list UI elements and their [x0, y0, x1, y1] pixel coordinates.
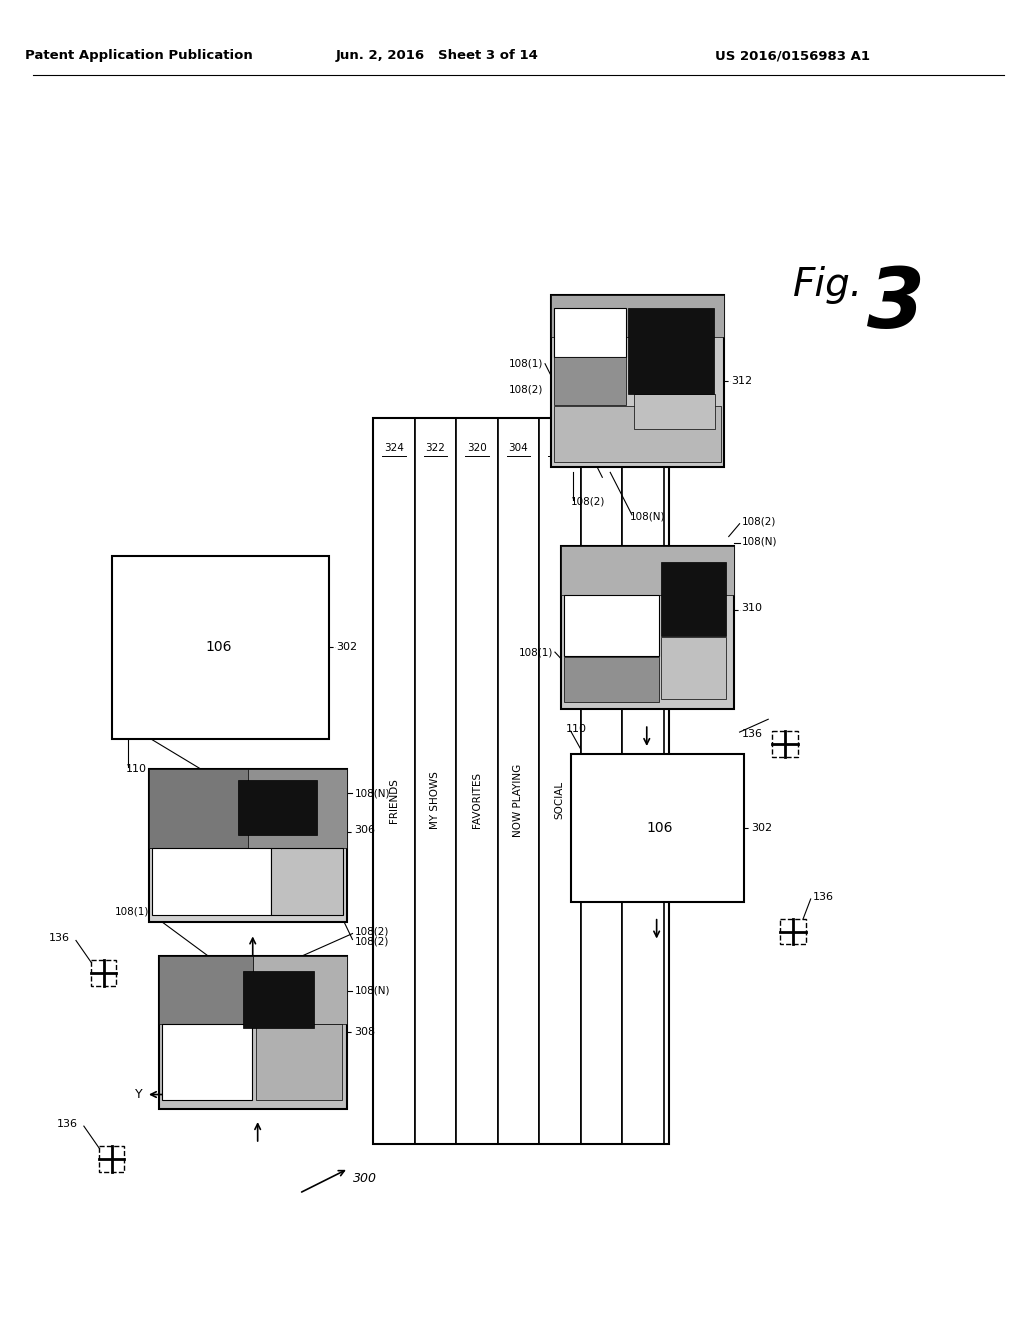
Text: 308: 308 [354, 1027, 376, 1038]
Text: 136: 136 [813, 892, 834, 902]
Bar [373, 418, 670, 1144]
Text: PARTNERS: PARTNERS [638, 774, 648, 826]
Text: 108(2): 108(2) [741, 516, 776, 527]
Text: 108(2): 108(2) [509, 384, 543, 395]
Text: US 2016/0156983 A1: US 2016/0156983 A1 [716, 49, 870, 62]
Bar [554, 356, 626, 405]
Text: 108(N): 108(N) [354, 788, 390, 799]
Text: 320: 320 [467, 442, 486, 453]
Text: 306: 306 [354, 825, 376, 834]
Bar [159, 956, 346, 1109]
Bar [498, 418, 539, 1144]
Bar [256, 1024, 342, 1101]
Text: 110: 110 [566, 725, 587, 734]
Bar [660, 638, 726, 698]
Bar [564, 595, 658, 656]
Text: 314: 314 [550, 442, 569, 453]
Bar [159, 956, 253, 1024]
Text: MY SHOWS: MY SHOWS [430, 771, 440, 829]
Text: 316: 316 [592, 442, 611, 453]
Bar [622, 418, 664, 1144]
Text: 302: 302 [337, 642, 357, 652]
Text: Patent Application Publication: Patent Application Publication [26, 49, 253, 62]
Bar [634, 395, 715, 429]
Bar [150, 768, 346, 847]
Bar [628, 309, 714, 395]
Text: 3: 3 [867, 264, 925, 345]
Bar [98, 1146, 124, 1172]
Text: 108(2): 108(2) [570, 498, 605, 507]
Text: 108(2): 108(2) [354, 927, 389, 937]
Text: 108(N): 108(N) [354, 986, 390, 995]
Text: 136: 136 [57, 1119, 78, 1129]
Text: 136: 136 [49, 933, 71, 944]
Text: 108(2): 108(2) [354, 936, 389, 946]
Text: 324: 324 [384, 442, 403, 453]
Bar [551, 294, 724, 467]
Text: 302: 302 [752, 822, 772, 833]
Text: 310: 310 [741, 603, 763, 612]
Text: 106: 106 [157, 874, 178, 883]
Bar [660, 562, 726, 636]
Text: Y: Y [134, 1088, 142, 1101]
Bar [271, 847, 343, 915]
Text: 108(N): 108(N) [630, 512, 666, 521]
Bar [554, 407, 721, 462]
Text: 108(1): 108(1) [115, 907, 150, 917]
Text: 108(1): 108(1) [518, 647, 553, 657]
Text: 136: 136 [741, 729, 763, 739]
Text: 304: 304 [509, 442, 528, 453]
Text: 108(1): 108(1) [110, 729, 144, 739]
Bar [581, 418, 622, 1144]
Bar [373, 418, 415, 1144]
Bar [243, 972, 314, 1028]
Bar [150, 768, 346, 921]
Text: FRIENDS: FRIENDS [389, 777, 399, 822]
Bar [415, 418, 456, 1144]
Text: FAVORITES: FAVORITES [472, 772, 482, 828]
Bar [551, 294, 724, 337]
Bar [539, 418, 581, 1144]
Text: SOCIAL: SOCIAL [555, 781, 565, 820]
Text: 106: 106 [206, 640, 231, 655]
Bar [91, 960, 117, 986]
Bar [554, 309, 626, 356]
Text: Jun. 2, 2016   Sheet 3 of 14: Jun. 2, 2016 Sheet 3 of 14 [336, 49, 539, 62]
Text: 106: 106 [647, 821, 673, 834]
Bar [780, 919, 806, 944]
Text: AGENT: AGENT [596, 783, 606, 818]
Text: 108(1): 108(1) [509, 359, 543, 368]
Bar [112, 556, 329, 739]
Bar [456, 418, 498, 1144]
Bar [238, 780, 316, 834]
Bar [150, 768, 248, 847]
Bar [772, 731, 798, 756]
Bar [162, 1024, 252, 1101]
Text: 300: 300 [353, 1172, 378, 1185]
Text: 312: 312 [732, 375, 753, 385]
Text: 322: 322 [426, 442, 445, 453]
Bar [253, 956, 346, 1024]
Text: 318: 318 [633, 442, 652, 453]
Text: 106: 106 [167, 1061, 187, 1071]
Text: 108(N): 108(N) [741, 536, 777, 546]
Bar [561, 546, 733, 595]
Text: 106: 106 [568, 619, 590, 630]
Bar [570, 754, 743, 902]
Text: NOW PLAYING: NOW PLAYING [513, 763, 523, 837]
Text: X: X [217, 1024, 226, 1038]
Text: Fig.: Fig. [793, 265, 863, 304]
Bar [152, 847, 270, 915]
Bar [561, 546, 733, 709]
Bar [564, 657, 658, 702]
Text: 106: 106 [556, 325, 577, 334]
Text: 110: 110 [126, 764, 147, 774]
